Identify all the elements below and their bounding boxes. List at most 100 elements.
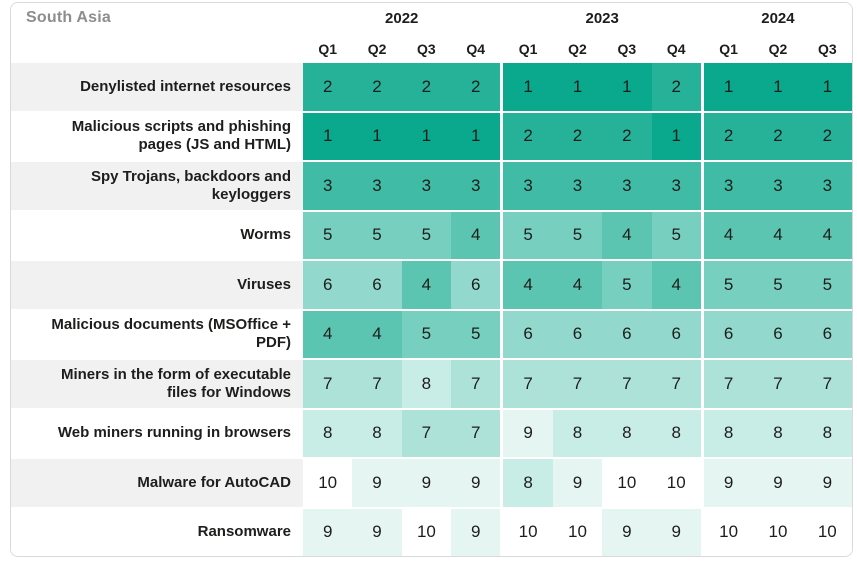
heatmap-cell: 10 — [303, 459, 353, 507]
heatmap-cell: 4 — [703, 211, 754, 259]
heatmap-cell: 6 — [451, 261, 501, 309]
quarter-header-2023-Q3: Q3 — [617, 41, 637, 57]
heatmap-cell: 2 — [651, 63, 701, 111]
heatmap-cell: 9 — [451, 508, 501, 556]
heatmap-cell: 7 — [651, 360, 701, 408]
heatmap-cell: 3 — [303, 162, 353, 210]
heatmap-cell: 1 — [303, 112, 353, 160]
heatmap-cell: 7 — [352, 360, 402, 408]
heatmap-cell: 6 — [303, 261, 353, 309]
heatmap-cell: 9 — [802, 459, 852, 507]
heatmap-grid: South Asia 2022 Q1 Q2 Q3 Q4 2023 Q1 Q2 Q3 Q4 2024 Q… — [11, 3, 852, 556]
quarter-header-2023-Q4: Q4 — [666, 41, 686, 57]
row-label: Ransomware — [197, 523, 291, 541]
heatmap-cell: 4 — [451, 211, 501, 259]
heatmap-cell: 8 — [703, 409, 754, 457]
heatmap-cell: 3 — [352, 162, 402, 210]
heatmap-cell: 1 — [451, 112, 501, 160]
heatmap-cell: 9 — [352, 459, 402, 507]
heatmap-cell: 10 — [802, 508, 852, 556]
heatmap-cell: 3 — [802, 162, 852, 210]
heatmap-cell: 9 — [401, 459, 452, 507]
heatmap-cell: 10 — [401, 508, 452, 556]
row-label: Denylisted internet resources — [11, 63, 303, 111]
heatmap-cell: 2 — [352, 63, 402, 111]
heatmap-cell: 1 — [602, 63, 652, 111]
heatmap-cell: 4 — [602, 211, 652, 259]
heatmap-cell: 7 — [451, 409, 501, 457]
quarter-header-2022-Q2: Q2 — [367, 41, 387, 57]
row-label: Viruses — [11, 261, 303, 309]
heatmap-cell: 5 — [401, 310, 452, 358]
quarter-header-2023-Q1: Q1 — [518, 41, 538, 57]
heatmap-cell: 5 — [651, 211, 701, 259]
heatmap-cell: 10 — [503, 508, 553, 556]
heatmap-cell: 7 — [552, 360, 603, 408]
heatmap-cell: 3 — [703, 162, 754, 210]
heatmap-cell: 5 — [303, 211, 353, 259]
row-label: Worms — [240, 226, 291, 244]
heatmap-cell: 4 — [802, 211, 852, 259]
heatmap-cell: 6 — [802, 310, 852, 358]
heatmap-cell: 2 — [802, 112, 852, 160]
heatmap-cell: 7 — [703, 360, 754, 408]
heatmap-cell: 10 — [651, 459, 701, 507]
heatmap-cell: 2 — [303, 63, 353, 111]
heatmap-cell: 3 — [753, 162, 803, 210]
heatmap-cell: 6 — [753, 310, 803, 358]
heatmap-cell: 8 — [352, 409, 402, 457]
heatmap-cell: 5 — [753, 261, 803, 309]
heatmap-cell: 7 — [401, 409, 452, 457]
heatmap-cell: 1 — [703, 63, 754, 111]
quarter-header-2024-Q3: Q3 — [817, 41, 837, 57]
heatmap-cell: 6 — [703, 310, 754, 358]
heatmap-cell: 6 — [503, 310, 553, 358]
heatmap-cell: 5 — [401, 211, 452, 259]
heatmap-cell: 3 — [503, 162, 553, 210]
heatmap-cell: 10 — [753, 508, 803, 556]
row-label: Spy Trojans, backdoors and keyloggers — [11, 162, 303, 210]
heatmap-cell: 5 — [602, 261, 652, 309]
heatmap-cell: 4 — [303, 310, 353, 358]
heatmap-cell: 1 — [753, 63, 803, 111]
quarter-header-2024-Q2: Q2 — [768, 41, 788, 57]
heatmap-cell: 4 — [401, 261, 452, 309]
heatmap-cell: 3 — [552, 162, 603, 210]
heatmap-cell: 4 — [503, 261, 553, 309]
heatmap-cell: 7 — [802, 360, 852, 408]
year-header-2022: 2022 — [385, 9, 419, 27]
heatmap-cell: 2 — [552, 112, 603, 160]
year-header-2024: 2024 — [761, 9, 795, 27]
heatmap-cell: 7 — [602, 360, 652, 408]
year-header-2023: 2023 — [585, 9, 619, 27]
heatmap-cell: 8 — [503, 459, 553, 507]
heatmap-cell: 2 — [703, 112, 754, 160]
heatmap-cell: 2 — [401, 63, 452, 111]
heatmap-cell: 5 — [802, 261, 852, 309]
heatmap-cell: 3 — [451, 162, 501, 210]
heatmap-cell: 7 — [451, 360, 501, 408]
heatmap-cell: 4 — [753, 211, 803, 259]
heatmap-cell: 10 — [602, 459, 652, 507]
heatmap-cell: 8 — [303, 409, 353, 457]
heatmap-cell: 3 — [602, 162, 652, 210]
heatmap-cell: 8 — [602, 409, 652, 457]
row-label: Malicious scripts and phishing pages (JS… — [71, 118, 291, 154]
heatmap-cell: 1 — [401, 112, 452, 160]
heatmap-cell: 7 — [753, 360, 803, 408]
row-label: Malicious documents (MSOffice + PDF) — [51, 316, 291, 352]
heatmap-cell: 8 — [651, 409, 701, 457]
heatmap-cell: 2 — [753, 112, 803, 160]
heatmap-cell: 5 — [451, 310, 501, 358]
heatmap-cell: 1 — [651, 112, 701, 160]
quarter-header-2024-Q1: Q1 — [719, 41, 738, 57]
heatmap-cell: 2 — [503, 112, 553, 160]
heatmap-card: South Asia 2022 Q1 Q2 Q3 Q4 2023 Q1 Q2 Q3 Q4 2024 Q… — [10, 2, 853, 557]
row-label: Web miners running in browsers — [57, 424, 291, 442]
heatmap-cell: 9 — [552, 459, 603, 507]
region-title: South Asia — [26, 9, 111, 26]
row-label: Malware for AutoCAD — [11, 459, 303, 507]
quarter-header-2022-Q3: Q3 — [417, 41, 436, 57]
heatmap-cell: 10 — [552, 508, 603, 556]
heatmap-cell: 9 — [703, 459, 754, 507]
